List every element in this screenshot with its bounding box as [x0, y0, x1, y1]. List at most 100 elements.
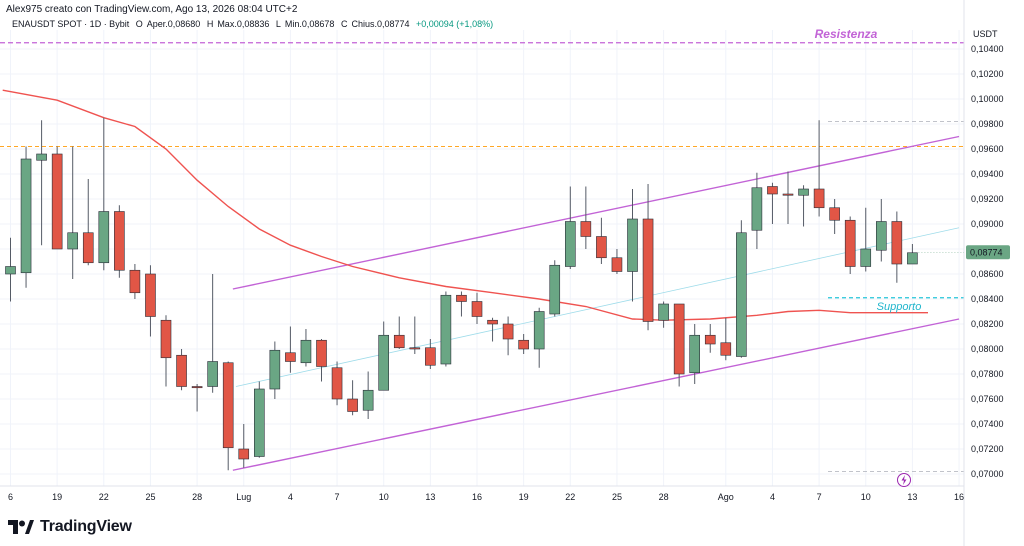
candle-body: [533, 311, 545, 350]
candle-up: [549, 260, 561, 317]
candle-body: [362, 389, 374, 411]
candle-down: [596, 217, 607, 264]
candle-down: [114, 205, 125, 278]
high-value: Max.0,08836: [217, 19, 270, 29]
candle-body: [129, 269, 141, 294]
candle-up: [798, 185, 809, 227]
candle-up: [207, 274, 218, 393]
price-tick-label: 0,07600: [971, 394, 1004, 404]
candle-down: [891, 211, 903, 283]
candle-body: [254, 388, 265, 457]
candle-body: [145, 273, 156, 317]
candle-body: [82, 232, 94, 264]
candle-body: [409, 347, 421, 350]
close-label: C: [340, 19, 348, 29]
candle-body: [269, 349, 281, 390]
candle-body: [176, 354, 187, 387]
change-value: +0,00094 (+1,08%): [416, 19, 494, 29]
price-tick-label: 0,10400: [971, 44, 1004, 54]
price-tick-label: 0,09600: [971, 144, 1004, 154]
candle-body: [829, 207, 840, 221]
candle-down: [222, 361, 234, 471]
candle-up: [300, 329, 312, 367]
candle-body: [907, 252, 918, 265]
symbol-label: ENAUSDT SPOT · 1D · Bybit: [12, 19, 130, 29]
date-tick-label: 19: [52, 492, 62, 502]
candle-up: [36, 120, 47, 246]
price-tick-label: 0,08200: [971, 319, 1004, 329]
candle-body: [891, 221, 903, 265]
candle-body: [222, 362, 234, 449]
candle-up: [907, 244, 918, 265]
candle-body: [160, 319, 172, 359]
price-tick-label: 0,07400: [971, 419, 1004, 429]
candle-down: [518, 334, 529, 354]
candle-body: [471, 301, 483, 317]
annotations: Resistenza Supporto: [815, 27, 922, 487]
candle-down: [82, 179, 94, 266]
candle-down: [471, 292, 483, 324]
last-price-badge: [966, 245, 1010, 260]
candle-down: [191, 384, 203, 412]
candle-down: [176, 349, 187, 391]
candle-body: [673, 303, 685, 375]
candle-down: [720, 317, 732, 361]
candle-body: [502, 323, 514, 340]
time-axis: 6 19 22 25 28 Lug 4 7 10 13 16 19 22 25 28 Ago 4 7 10 13 16: [0, 485, 964, 502]
candlesticks: [5, 117, 918, 471]
candle-body: [518, 339, 529, 350]
candle-body: [689, 334, 701, 374]
candle-down: [456, 291, 467, 317]
author-line: Alex975 creato con TradingView.com, Ago …: [6, 4, 298, 15]
candle-body: [98, 211, 110, 264]
tradingview-logo[interactable]: TradingView: [8, 516, 132, 538]
trend-line-thin: [235, 227, 960, 387]
open-label: O: [135, 19, 143, 29]
price-tick-label: 0,09200: [971, 194, 1004, 204]
price-tick-label: 0,08000: [971, 344, 1004, 354]
candle-down: [767, 182, 778, 224]
candle-up: [440, 291, 452, 367]
candle-down: [580, 186, 592, 249]
candle-body: [860, 248, 872, 267]
date-tick-label: 28: [192, 492, 202, 502]
date-tick-label: 25: [612, 492, 622, 502]
price-tick-label: 0,10000: [971, 94, 1004, 104]
date-tick-label: 10: [379, 492, 389, 502]
candle-body: [798, 188, 809, 196]
candle-up: [564, 186, 576, 269]
price-tick-label: 0,09000: [971, 219, 1004, 229]
candle-body: [611, 257, 623, 272]
candle-body: [875, 221, 887, 251]
candle-down: [129, 264, 141, 299]
price-tick-label: 0,07200: [971, 444, 1004, 454]
currency-label: USDT: [973, 29, 998, 39]
candle-up: [378, 321, 390, 391]
candle-body: [316, 339, 327, 367]
last-price-label: 0,08774: [970, 247, 1003, 257]
candle-up: [533, 307, 545, 368]
high-label: H: [206, 19, 214, 29]
price-tick-label: 0,07800: [971, 369, 1004, 379]
candle-body: [238, 448, 250, 460]
date-tick-label: 19: [519, 492, 529, 502]
close-value: Chius.0,08774: [351, 19, 410, 29]
candle-up: [5, 237, 16, 302]
date-tick-label: 25: [145, 492, 155, 502]
candle-up: [254, 381, 265, 458]
candle-body: [782, 193, 794, 196]
candle-body: [596, 236, 607, 259]
candle-body: [627, 218, 638, 272]
support-label: Supporto: [877, 301, 922, 313]
candle-down: [829, 199, 840, 234]
lightning-icon: [897, 473, 911, 487]
candle-body: [564, 221, 576, 267]
candle-body: [114, 211, 125, 271]
candle-body: [440, 294, 452, 365]
low-value: Min.0,08678: [284, 19, 335, 29]
candle-body: [658, 303, 669, 321]
candle-up: [736, 220, 747, 358]
candle-down: [813, 120, 825, 217]
candle-down: [611, 249, 623, 274]
